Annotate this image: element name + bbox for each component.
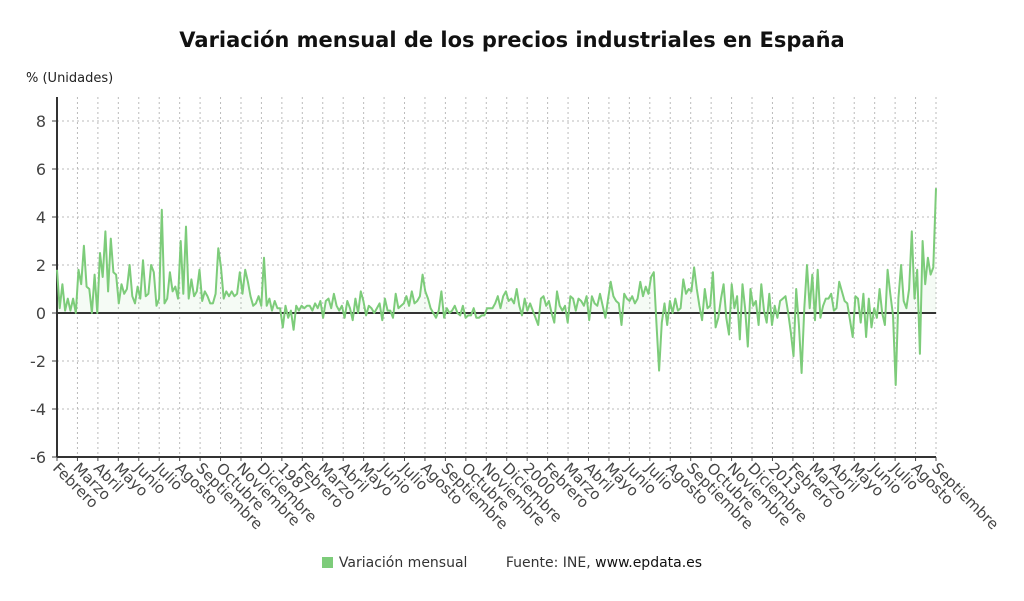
y-tick-label: 0 [36,304,46,323]
y-tick-label: 6 [36,160,46,179]
legend-series-label[interactable]: Variación mensual [338,555,468,571]
y-axis-label: % (Unidades) [26,71,114,86]
y-tick-label: 2 [36,256,46,275]
y-tick-label: -2 [30,352,46,371]
legend: Variación mensual Fuente: INE, www.epdat… [0,555,1024,571]
y-tick-label: -6 [30,448,46,467]
chart-title: Variación mensual de los precios industr… [179,28,845,52]
y-tick-label: 4 [36,208,46,227]
source-site: www.epdata.es [595,555,703,571]
y-tick-label: 8 [36,112,46,131]
y-tick-label: -4 [30,400,46,419]
source-prefix: Fuente: INE, [505,555,591,571]
series-line-0 [56,188,937,386]
x-axis: FebreroMarzoAbrilMayoJunioJulioAgostoSep… [49,456,1002,533]
legend-swatch [321,557,333,568]
y-axis: -6 -4 -2 0 2 4 6 8 [30,97,58,467]
source-credit: Fuente: INE, www.epdata.es [506,555,702,571]
series-group [56,188,937,386]
